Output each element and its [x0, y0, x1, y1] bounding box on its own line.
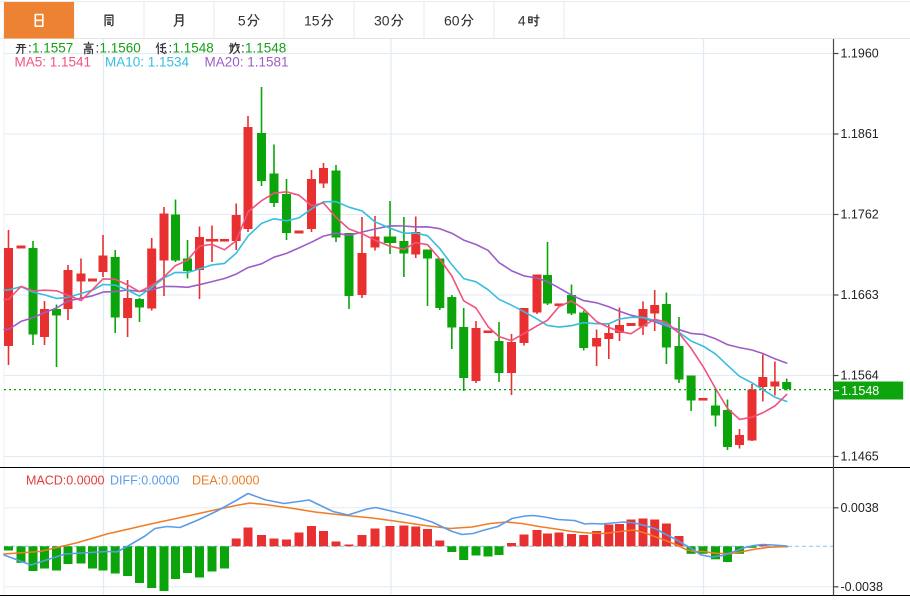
- svg-text:1.1560: 1.1560: [100, 41, 141, 56]
- svg-text:MA5: 1.1541: MA5: 1.1541: [15, 55, 92, 70]
- svg-text:1.1557: 1.1557: [32, 41, 73, 56]
- svg-text:1.1861: 1.1861: [841, 127, 879, 141]
- svg-text:0.0038: 0.0038: [841, 501, 879, 515]
- svg-text:1.1762: 1.1762: [841, 208, 879, 222]
- svg-text:DEA:0.0000: DEA:0.0000: [192, 474, 259, 488]
- svg-text:MA20: 1.1581: MA20: 1.1581: [205, 55, 289, 70]
- svg-text:-0.0038: -0.0038: [841, 580, 883, 594]
- svg-text:1.1548: 1.1548: [841, 384, 879, 398]
- svg-text::: :: [241, 41, 245, 56]
- svg-text:1.1663: 1.1663: [841, 288, 879, 302]
- svg-text:MACD:0.0000: MACD:0.0000: [26, 474, 105, 488]
- svg-text:1.1548: 1.1548: [173, 41, 214, 56]
- svg-text::: :: [169, 41, 173, 56]
- svg-text::: :: [28, 41, 32, 56]
- svg-text:MA10: 1.1534: MA10: 1.1534: [105, 55, 190, 70]
- svg-text:15: 15: [304, 13, 320, 29]
- svg-text:4: 4: [518, 13, 526, 29]
- svg-text:30: 30: [374, 13, 390, 29]
- svg-text:1.1960: 1.1960: [841, 47, 879, 61]
- svg-text:1.1564: 1.1564: [841, 369, 879, 383]
- svg-text:1.1465: 1.1465: [841, 450, 879, 464]
- svg-text:60: 60: [444, 13, 460, 29]
- svg-text:1.1548: 1.1548: [245, 41, 286, 56]
- svg-text:5: 5: [238, 13, 246, 29]
- svg-text:DIFF:0.0000: DIFF:0.0000: [110, 474, 180, 488]
- svg-text::: :: [96, 41, 100, 56]
